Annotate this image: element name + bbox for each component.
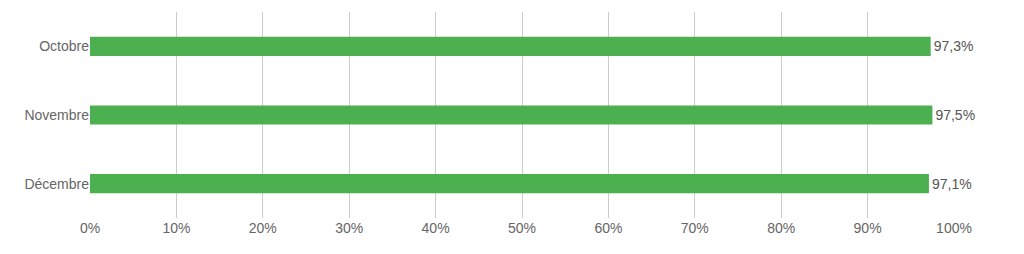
svg-text:Novembre: Novembre (24, 107, 89, 123)
svg-text:0%: 0% (80, 220, 100, 236)
svg-text:100%: 100% (936, 220, 972, 236)
svg-text:Décembre: Décembre (24, 176, 89, 192)
svg-text:97,5%: 97,5% (935, 107, 975, 123)
svg-text:Octobre: Octobre (39, 38, 89, 54)
svg-text:80%: 80% (767, 220, 795, 236)
svg-text:90%: 90% (854, 220, 882, 236)
svg-text:97,3%: 97,3% (934, 38, 974, 54)
svg-text:30%: 30% (335, 220, 363, 236)
svg-text:20%: 20% (249, 220, 277, 236)
svg-text:70%: 70% (681, 220, 709, 236)
svg-text:97,1%: 97,1% (932, 176, 972, 192)
svg-text:60%: 60% (594, 220, 622, 236)
svg-text:40%: 40% (422, 220, 450, 236)
svg-text:10%: 10% (162, 220, 190, 236)
svg-text:50%: 50% (508, 220, 536, 236)
